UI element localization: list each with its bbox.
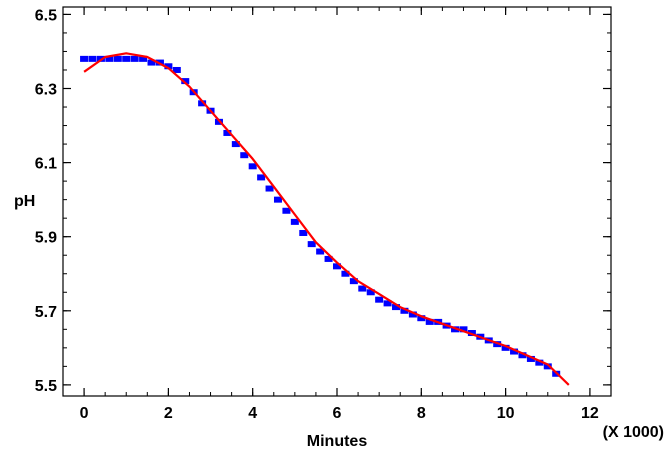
data-point xyxy=(122,55,131,62)
data-point xyxy=(501,344,510,351)
fit-curve xyxy=(83,52,570,386)
data-point xyxy=(240,152,249,159)
data-point xyxy=(231,141,240,148)
data-point xyxy=(164,63,173,70)
data-point xyxy=(510,348,519,355)
x-tick-label: 0 xyxy=(80,405,89,422)
data-point xyxy=(543,363,552,370)
y-tick-label: 5.9 xyxy=(35,230,57,247)
data-point xyxy=(324,255,333,262)
data-point xyxy=(198,100,207,107)
data-point xyxy=(299,229,308,236)
data-point xyxy=(366,289,375,296)
x-tick-label: 8 xyxy=(417,405,426,422)
data-point xyxy=(282,207,291,214)
x-tick-label: 12 xyxy=(581,405,599,422)
data-point xyxy=(80,55,89,62)
data-point xyxy=(113,55,122,62)
data-point xyxy=(172,66,181,73)
data-point xyxy=(349,278,358,285)
data-point xyxy=(417,315,426,322)
data-point xyxy=(526,355,535,362)
data-point xyxy=(333,263,341,270)
y-tick-label: 5.7 xyxy=(35,304,57,321)
data-point xyxy=(316,248,325,255)
plot-frame xyxy=(62,6,612,397)
data-point xyxy=(257,174,266,181)
y-tick-label: 6.5 xyxy=(35,7,57,24)
y-tick-label: 6.3 xyxy=(35,82,57,99)
x-tick-label: 10 xyxy=(497,405,515,422)
x-multiplier-label: (X 1000) xyxy=(603,424,664,441)
data-point xyxy=(459,326,468,333)
data-point xyxy=(290,218,299,225)
data-point xyxy=(307,241,316,248)
data-point xyxy=(273,196,282,203)
data-point xyxy=(425,318,434,325)
data-point xyxy=(88,55,97,62)
data-point xyxy=(383,300,392,307)
y-axis-title: pH xyxy=(14,193,35,210)
data-point xyxy=(408,311,417,318)
data-point xyxy=(392,304,401,311)
data-layer xyxy=(80,52,570,386)
data-point xyxy=(130,55,139,62)
data-point xyxy=(139,55,148,62)
data-point xyxy=(223,129,232,136)
data-point xyxy=(265,185,274,192)
x-axis-title: Minutes xyxy=(307,433,368,450)
x-tick-label: 6 xyxy=(333,405,342,422)
data-point xyxy=(518,352,527,359)
data-point xyxy=(181,78,190,85)
x-tick-label: 4 xyxy=(248,405,257,422)
x-tick-label: 2 xyxy=(164,405,173,422)
data-point xyxy=(147,59,156,66)
data-point xyxy=(358,285,367,292)
data-point xyxy=(375,296,384,303)
data-point xyxy=(248,163,257,170)
data-point xyxy=(400,307,409,314)
y-tick-label: 5.5 xyxy=(35,378,57,395)
ticks-layer: 0 2 4 6 8 10 12 5.5 5.7 5.9 6.1 6.3 6.5 xyxy=(35,7,612,422)
data-point xyxy=(535,359,544,366)
y-tick-label: 6.1 xyxy=(35,156,57,173)
data-point xyxy=(105,55,114,62)
data-point xyxy=(341,270,350,277)
